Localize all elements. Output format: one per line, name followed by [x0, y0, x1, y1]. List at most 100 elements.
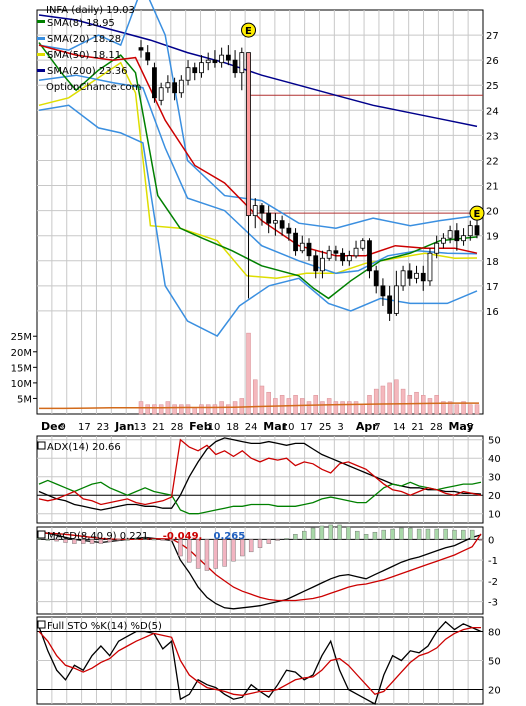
date-axis-label: 28: [171, 422, 184, 433]
candle-body: [286, 227, 292, 234]
candle-body: [333, 250, 339, 254]
macd-histogram-bar: [372, 531, 378, 540]
adx-label: ADX(14) 20.66: [47, 442, 121, 453]
volume-bar: [199, 404, 204, 415]
date-axis-label: 7: [374, 422, 380, 433]
macd-histogram-bar: [222, 539, 227, 567]
indicator-tick-label: 80: [488, 628, 501, 639]
date-axis-label: May: [448, 420, 473, 433]
candle-body: [373, 270, 379, 287]
price-tick-label: 22: [486, 156, 499, 167]
indicator-line: [38, 531, 482, 610]
volume-bar: [246, 332, 251, 415]
price-panel: EE: [38, 0, 485, 337]
price-tick-label: 23: [486, 131, 499, 142]
date-axis-label: 13: [134, 422, 147, 433]
volume-tick-label: 5M: [17, 394, 32, 405]
macd-histogram-bar: [204, 539, 210, 571]
candle-body: [467, 225, 473, 237]
macd-histogram-bar: [89, 539, 95, 544]
price-series-line: [38, 14, 478, 128]
source-label: OptionChance.com: [46, 82, 141, 93]
macd-histogram-bar: [302, 530, 307, 540]
macd-panel: [36, 524, 484, 610]
volume-bar: [333, 401, 339, 415]
legend-swatch-sma200: [37, 69, 45, 72]
macd-histogram-bar: [80, 539, 86, 544]
earnings-marker-label: E: [474, 209, 481, 220]
date-axis-label: 23: [97, 422, 110, 433]
macd-histogram-bar: [434, 528, 439, 540]
candle-body: [367, 240, 372, 272]
price-series-line: [38, 104, 478, 337]
price-tick-label: 25: [486, 81, 499, 92]
volume-bar: [427, 398, 433, 415]
date-axis-label: Dec: [41, 420, 64, 433]
candle-body: [212, 59, 218, 64]
earnings-marker-icon: [241, 22, 257, 38]
macd-histogram-bar: [355, 530, 360, 540]
macd-histogram-bar: [63, 539, 68, 543]
date-axis-label: Mar: [263, 420, 287, 433]
sto-legend: Full STO %K(14) %D(5): [37, 620, 162, 632]
price-series-line: [38, 0, 478, 229]
price-tick-label: 26: [486, 56, 499, 67]
date-axis-label: 21: [152, 422, 165, 433]
candle-body: [474, 225, 480, 236]
volume-tick-label: 20M: [11, 348, 32, 359]
macd-histogram-bar: [425, 528, 431, 540]
legend-sma20-label: SMA(20) 18.28: [47, 34, 121, 45]
macd-histogram-bar: [275, 539, 280, 541]
indicator-tick-label: 50: [488, 657, 501, 668]
candle-body: [380, 285, 386, 297]
volume-tick-label: 25M: [11, 332, 32, 343]
indicator-tick-label: 0: [488, 535, 494, 546]
legend-sma50-label: SMA(50) 18.11: [47, 50, 121, 61]
macd-histogram-bar: [72, 539, 77, 544]
candle-body: [414, 272, 419, 279]
macd-histogram-bar: [319, 525, 325, 540]
macd-histogram-bar: [478, 539, 484, 541]
volume-bar: [434, 395, 439, 415]
volume-bar: [394, 379, 399, 415]
date-axis-label: 18: [226, 422, 239, 433]
volume-bar: [212, 404, 218, 415]
macd-histogram-bar: [151, 538, 157, 541]
price-series-line: [38, 42, 478, 300]
legend-sma200: SMA(200) 23.36: [37, 66, 128, 77]
indicator-tick-label: -3: [488, 598, 498, 609]
macd-histogram-bar: [98, 539, 104, 544]
date-axis-label: 14: [393, 422, 406, 433]
volume-bar: [353, 401, 359, 415]
macd-histogram-bar: [399, 527, 404, 540]
date-axis-label: 17: [300, 422, 313, 433]
date-axis-label: 10: [282, 422, 295, 433]
volume-bar: [306, 401, 312, 415]
volume-bar: [259, 385, 265, 415]
candle-body: [440, 237, 446, 244]
macd-histogram-bar: [36, 538, 42, 540]
macd-histogram-bar: [390, 528, 395, 540]
price-tick-label: 18: [486, 257, 499, 268]
macd-label: MACD(8,40,9) 0.221, -0.049, 0.265: [47, 531, 245, 542]
candle-body: [239, 52, 245, 74]
candle-body: [299, 242, 305, 252]
candle-body: [293, 232, 298, 252]
volume-bar: [152, 404, 157, 415]
date-axis-label: 21: [411, 422, 424, 433]
earnings-marker-icon: [469, 205, 485, 221]
candle-body: [219, 54, 225, 64]
price-tick-label: 20: [486, 207, 499, 218]
volume-bar: [192, 407, 198, 415]
candle-body: [461, 235, 466, 242]
macd-histogram-bar: [134, 538, 139, 540]
volume-bar: [300, 398, 305, 415]
price-tick-label: 17: [486, 282, 499, 293]
indicator-tick-label: -1: [488, 556, 498, 567]
macd-histogram-bar: [195, 539, 201, 569]
candle-body: [259, 205, 265, 214]
indicator-tick-label: 10: [488, 510, 501, 521]
volume-bar: [447, 401, 453, 415]
macd-histogram-bar: [363, 534, 369, 540]
